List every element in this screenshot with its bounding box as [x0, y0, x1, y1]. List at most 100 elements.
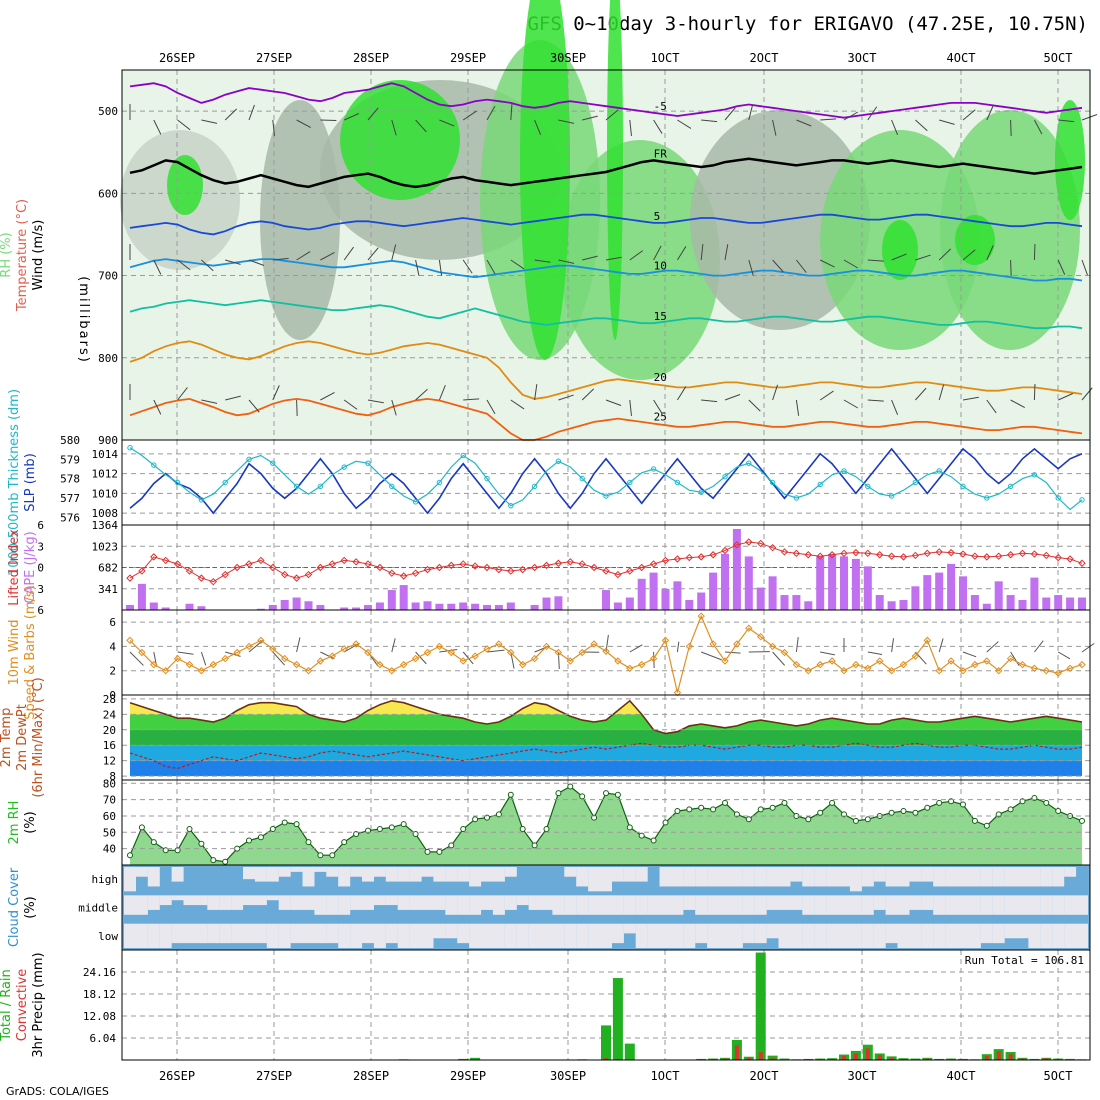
li-point [376, 563, 384, 572]
temp-side-label: (6hr Min/Max) (°C) [31, 677, 46, 797]
cloud-cell [826, 895, 839, 915]
cloud-cell [564, 923, 577, 948]
cloud-cell [730, 867, 743, 887]
cloud-cell [338, 895, 351, 915]
cloud-cell [873, 867, 886, 882]
wind-speed-point [388, 667, 396, 675]
cape-bar [602, 590, 610, 610]
wind-barb [415, 259, 420, 276]
cloud-cell [945, 867, 958, 887]
cloud-cell [397, 895, 410, 910]
wind-speed-point [804, 667, 813, 675]
cloud-cell [1052, 867, 1065, 887]
rh-point [198, 840, 205, 847]
thickness-point [389, 483, 395, 490]
wind-barb [367, 399, 384, 404]
wind-speed-point [852, 660, 860, 669]
li-point [887, 552, 896, 560]
precip-conv-bar [901, 1058, 906, 1060]
cloud-cell [814, 867, 827, 887]
cloud-cell [385, 923, 398, 944]
li-line [129, 541, 1083, 583]
li-point [923, 549, 932, 558]
li-point [423, 565, 432, 574]
cape-bar [780, 595, 789, 610]
pressure-tick-label: 700 [98, 270, 118, 283]
precip-conv-bar [949, 1058, 954, 1060]
wind-barb [320, 119, 337, 122]
cape-bar [435, 603, 444, 610]
cape-bar [364, 605, 372, 610]
rh-point [448, 842, 455, 849]
li-point [816, 552, 824, 560]
li-point [150, 553, 158, 561]
wind-speed-point [328, 652, 337, 660]
cloud-cell [802, 867, 815, 887]
cloud-cell [790, 867, 803, 882]
cloud-cell [266, 895, 279, 901]
cape-bar [923, 575, 932, 610]
wind-barb [629, 119, 632, 136]
li-point [304, 570, 313, 579]
date-label-top: 30SEP [550, 51, 586, 65]
wind-10m-barb [701, 651, 722, 661]
wind-speed-point [745, 624, 753, 632]
cloud-cell [124, 895, 136, 915]
thickness-point [174, 479, 181, 486]
cloud-cell [576, 923, 589, 948]
cloud-cell [469, 923, 482, 948]
cape-bar [816, 556, 825, 610]
thickness-point [198, 497, 205, 503]
cloud-cell [897, 867, 910, 887]
cape-bar [959, 576, 967, 610]
cloud-cell [957, 895, 969, 915]
cloud-cell [778, 867, 791, 887]
rh-point [305, 839, 312, 846]
li-point [852, 548, 860, 557]
cape-bar [280, 600, 289, 610]
wind-barb [201, 399, 218, 404]
cloud-cell [647, 923, 660, 948]
rh-point [317, 852, 324, 859]
cloud-cell [635, 895, 648, 915]
cloud-cell [171, 895, 184, 901]
rh-point [127, 852, 133, 859]
cape-bar [423, 601, 432, 610]
li-point [1030, 550, 1039, 558]
cloud-cell [849, 923, 862, 948]
cloud-cell [861, 867, 874, 887]
wind-barb [986, 399, 997, 414]
wind-speed-point [1078, 660, 1086, 669]
rh-point [638, 832, 645, 839]
cloud-cell [1040, 867, 1053, 887]
cape-bar [340, 607, 349, 610]
cloud-cell [124, 867, 136, 892]
li-point [864, 549, 872, 558]
cape-bar [399, 585, 408, 610]
cloud-cell [647, 895, 660, 915]
precip-conv-bar [925, 1058, 930, 1060]
cloud-cell [707, 923, 720, 948]
cloud-cell [350, 923, 363, 948]
rh-point [579, 793, 586, 800]
wind-barb [653, 245, 662, 261]
li-point [364, 560, 372, 568]
li-point [1054, 553, 1062, 562]
cloud-cell [790, 895, 803, 910]
wind-barb [367, 107, 379, 121]
precip-conv-bar [889, 1057, 894, 1060]
rh-point [507, 791, 514, 798]
thickness-point [436, 479, 443, 486]
cloud-row-label: low [98, 930, 118, 943]
thickness-point [579, 475, 585, 482]
wind-barb [796, 259, 807, 273]
thickness-point [984, 495, 990, 501]
cloud-cell [695, 867, 708, 887]
li-tick-label: 3 [37, 540, 44, 553]
temp-tick-label: 8 [109, 770, 116, 783]
cloud-cell [980, 923, 993, 944]
wind-speed-point [495, 640, 503, 648]
wind-10m-barb [653, 651, 655, 669]
cloud-cell [481, 923, 493, 948]
wind-barb [224, 108, 238, 121]
